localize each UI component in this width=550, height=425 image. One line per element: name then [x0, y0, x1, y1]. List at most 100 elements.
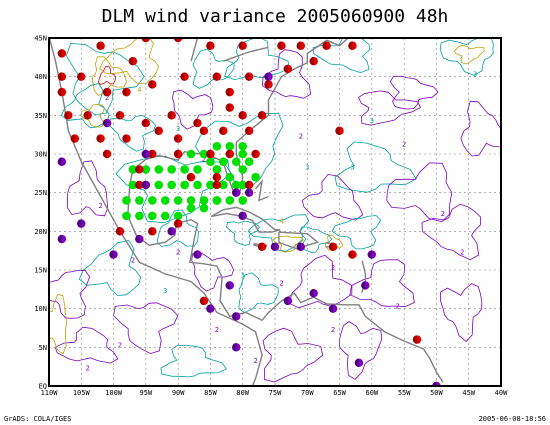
purple-obs-point: [193, 250, 202, 259]
lon-tick-label: 100W: [105, 389, 123, 397]
green-obs-point: [193, 180, 202, 190]
contour-line: [312, 38, 371, 74]
contour-line: [67, 160, 109, 217]
purple-obs-point: [135, 234, 144, 244]
green-obs-point: [128, 180, 138, 190]
green-obs-point: [238, 141, 248, 151]
lat-tick-label: EQ: [39, 383, 47, 391]
green-obs-point: [160, 211, 170, 221]
red-obs-point: [96, 41, 105, 50]
lat-tick-label: 25N: [34, 189, 47, 197]
purple-obs-point: [141, 149, 151, 159]
contour-line: [349, 259, 415, 308]
contour-line: [194, 112, 284, 189]
green-obs-point: [199, 149, 209, 159]
red-obs-point: [115, 227, 125, 236]
red-obs-point: [244, 72, 254, 81]
contour-label: 2: [99, 202, 103, 210]
purple-obs-point: [57, 234, 67, 244]
green-obs-point: [206, 157, 215, 167]
map-frame: [48, 37, 502, 387]
green-obs-point: [212, 141, 222, 151]
lat-tick-label: 45N: [34, 35, 47, 43]
purple-obs-point: [264, 72, 273, 81]
green-obs-point: [167, 165, 176, 174]
contour-line: [261, 49, 312, 99]
lon-tick-label: 105W: [73, 389, 91, 397]
purple-obs-point: [283, 296, 293, 306]
purple-obs-point: [109, 250, 118, 259]
green-obs-point: [231, 180, 241, 190]
red-obs-point: [135, 180, 144, 190]
red-obs-point: [135, 165, 144, 174]
coastline: [49, 38, 263, 386]
contour-line: [49, 294, 67, 355]
green-obs-point: [173, 196, 183, 205]
green-obs-point: [128, 165, 138, 174]
red-obs-point: [219, 126, 228, 135]
coastline: [190, 38, 202, 62]
contour-line: [299, 226, 333, 253]
red-obs-point: [141, 38, 151, 43]
red-obs-point: [173, 38, 183, 43]
purple-obs-point: [102, 118, 112, 128]
green-obs-point: [135, 196, 144, 205]
green-obs-point: [231, 157, 241, 167]
contour-line: [454, 44, 485, 65]
coastline-layer: [49, 38, 444, 386]
contour-layer: 23422332222322222222223433: [49, 38, 501, 383]
contour-label: 2: [86, 365, 90, 373]
lon-tick-label: 90W: [172, 389, 185, 397]
red-obs-point: [70, 134, 80, 143]
red-obs-point: [225, 149, 234, 159]
purple-obs-point: [141, 180, 151, 190]
red-obs-point: [225, 103, 234, 112]
lon-tick-label: 95W: [140, 389, 153, 397]
red-obs-point: [206, 41, 215, 50]
contour-label: 3: [305, 163, 309, 171]
purple-obs-point: [167, 227, 176, 236]
red-obs-point: [173, 219, 183, 228]
purple-obs-point: [361, 281, 370, 290]
purple-obs-point: [309, 289, 318, 298]
red-obs-point: [115, 111, 125, 120]
contour-line: [338, 321, 383, 380]
red-obs-point: [348, 250, 357, 259]
purple-obs-point: [77, 219, 86, 228]
green-obs-point: [238, 149, 248, 159]
contour-line: [49, 269, 91, 319]
green-obs-point: [244, 157, 254, 167]
red-obs-point: [348, 41, 357, 50]
green-obs-point: [251, 172, 260, 182]
coastline: [223, 46, 269, 62]
green-obs-point: [186, 196, 196, 205]
green-obs-point: [180, 165, 189, 174]
purple-obs-point: [328, 304, 338, 313]
purple-obs-point: [354, 358, 364, 367]
contour-line: [262, 327, 324, 383]
red-obs-point: [83, 111, 92, 120]
coastline: [129, 38, 350, 192]
contour-label: 2: [131, 256, 135, 264]
red-obs-point: [335, 126, 344, 135]
contour-label: 3: [163, 287, 167, 295]
contour-label: 2: [396, 303, 400, 311]
red-obs-point: [212, 173, 222, 182]
red-obs-point: [257, 111, 267, 120]
red-obs-point: [238, 111, 247, 120]
red-obs-point: [154, 126, 163, 135]
contour-line: [389, 75, 439, 110]
red-obs-point: [251, 149, 260, 159]
green-obs-point: [225, 172, 235, 182]
red-obs-point: [412, 335, 422, 344]
observation-points: [57, 38, 441, 386]
green-obs-point: [212, 196, 222, 205]
lat-tick-label: 5N: [39, 344, 47, 352]
green-obs-point: [212, 165, 222, 174]
green-obs-point: [206, 180, 215, 190]
red-obs-point: [173, 149, 183, 159]
lon-tick-label: 85W: [204, 389, 217, 397]
green-obs-point: [238, 196, 248, 205]
red-obs-point: [309, 57, 318, 66]
